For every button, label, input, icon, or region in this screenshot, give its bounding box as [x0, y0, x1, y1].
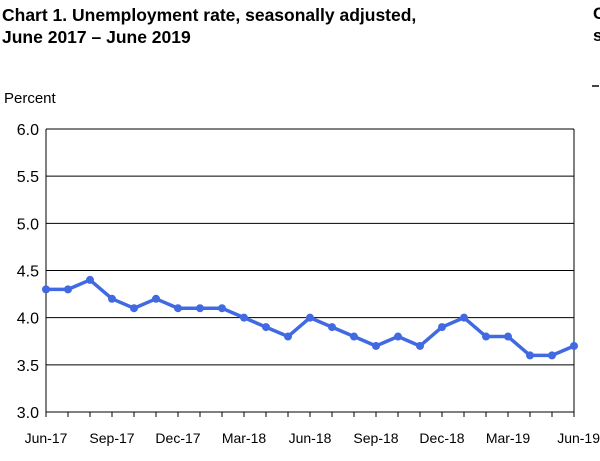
y-tick-label: 4.5 [17, 264, 39, 281]
data-point [130, 304, 138, 313]
cut-off-neighbor-text: C [593, 4, 600, 23]
data-point [196, 304, 204, 313]
data-point [86, 275, 94, 284]
x-tick-label: Mar-19 [486, 430, 531, 446]
data-point [42, 285, 50, 294]
cut-off-neighbor-text: s [593, 26, 600, 45]
x-tick-label: Sep-18 [353, 430, 398, 446]
y-tick-label: 4.0 [17, 311, 39, 328]
x-tick-label: Sep-17 [89, 430, 134, 446]
data-point [526, 351, 534, 360]
y-axis-label: Percent [4, 90, 56, 107]
chart-title: Chart 1. Unemployment rate, seasonally a… [2, 5, 417, 47]
data-point [438, 323, 446, 332]
y-tick-label: 3.0 [17, 405, 39, 422]
series [42, 275, 578, 360]
data-point [548, 351, 556, 360]
data-point [350, 332, 358, 341]
data-point [328, 323, 336, 332]
data-point [108, 294, 116, 303]
data-point [306, 313, 314, 322]
y-tick-label: 5.0 [17, 216, 39, 233]
x-tick-label: Dec-18 [419, 430, 464, 446]
y-tick-label: 3.5 [17, 358, 39, 375]
data-point [482, 332, 490, 341]
data-point [372, 341, 380, 350]
data-point [394, 332, 402, 341]
x-tick-label: Jun-17 [25, 430, 68, 446]
data-point [218, 304, 226, 313]
x-tick-label: Mar-18 [222, 430, 267, 446]
data-point [152, 294, 160, 303]
data-point [262, 323, 270, 332]
y-tick-label: 6.0 [17, 122, 39, 139]
data-point [174, 304, 182, 313]
data-point [240, 313, 248, 322]
data-point [284, 332, 292, 341]
y-tick-label: 5.5 [17, 169, 39, 186]
x-tick-label: Jun-18 [289, 430, 332, 446]
data-point [504, 332, 512, 341]
data-point [460, 313, 468, 322]
data-point [64, 285, 72, 294]
data-point [416, 341, 424, 350]
data-point [570, 341, 578, 350]
grid-lines [46, 128, 574, 413]
x-tick-label: Jun-19 [557, 430, 600, 446]
cut-off-neighbor-mark [592, 85, 599, 87]
x-tick-label: Dec-17 [155, 430, 200, 446]
axes [45, 129, 575, 417]
tick-labels: 3.0 3.5 4.0 4.5 5.0 5.5 6.0 Jun-17 Sep-17 Dec-17 M… [17, 122, 600, 446]
